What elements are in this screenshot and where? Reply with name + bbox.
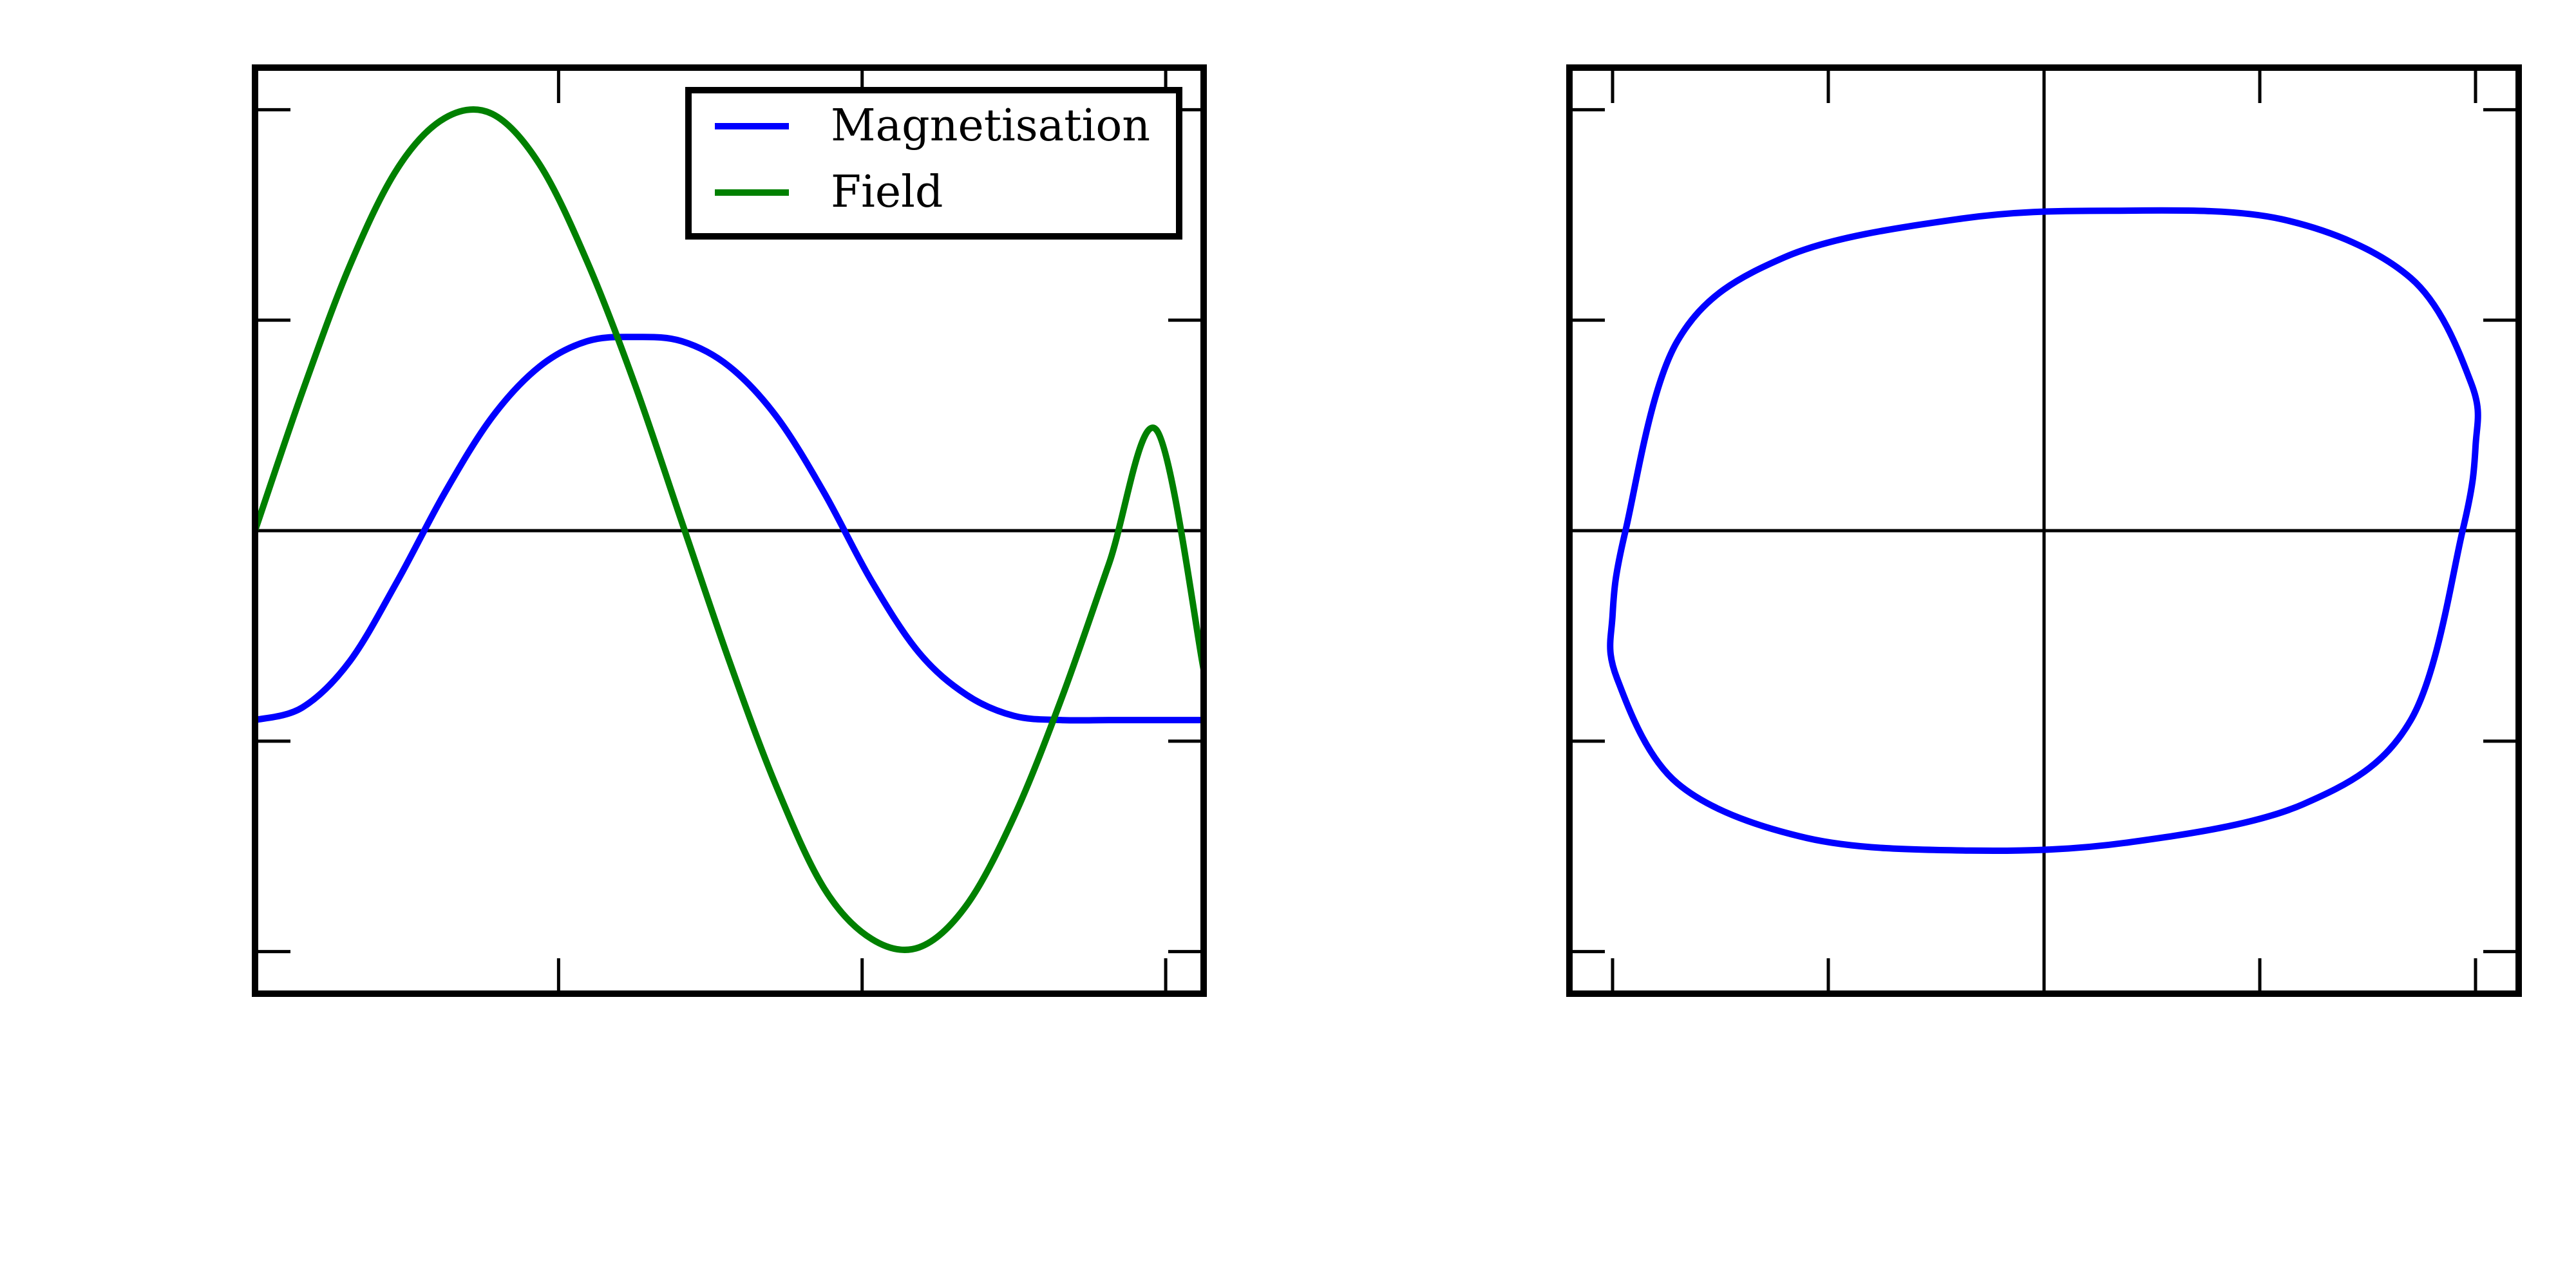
time-series-series-field xyxy=(252,106,1207,953)
hysteresis-loop xyxy=(1607,207,2481,855)
legend-frame xyxy=(685,87,1182,240)
legend-label-field: Field xyxy=(831,167,943,218)
time-series-ticks xyxy=(255,68,1204,994)
hysteresis-axes-frame xyxy=(1566,64,2522,997)
legend-label-magnetisation: Magnetisation xyxy=(831,100,1150,151)
hysteresis-panel xyxy=(1566,64,2522,997)
time-series-lines xyxy=(252,106,1207,953)
hysteresis-series-loop xyxy=(1607,207,2481,855)
time-series-series-magnetisation xyxy=(254,334,1204,724)
legend: Magnetisation Field xyxy=(685,87,1182,240)
time-series-panel: Magnetisation Field xyxy=(252,64,1207,997)
time-series-axes-frame xyxy=(252,64,1207,997)
hysteresis-ticks xyxy=(1569,68,2519,994)
